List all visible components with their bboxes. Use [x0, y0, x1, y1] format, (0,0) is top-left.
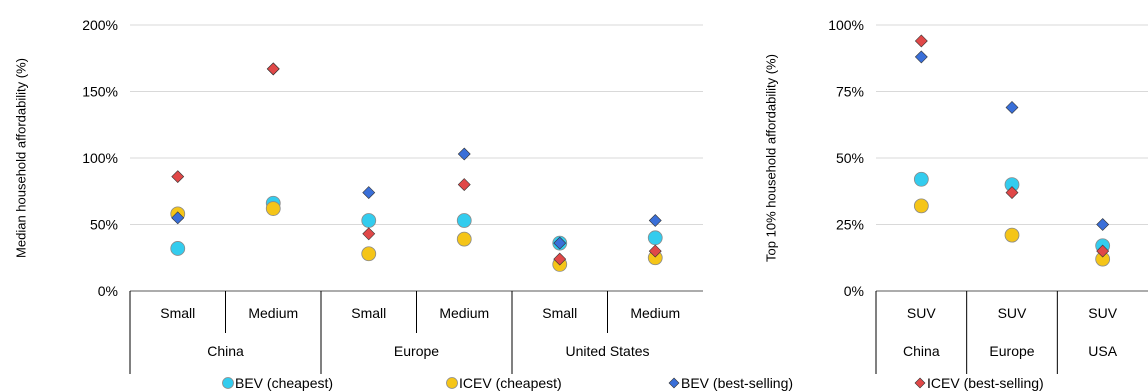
y-tick-label: 0% — [98, 283, 118, 299]
data-point-bev-best-selling — [1005, 101, 1019, 114]
y-tick-label: 100% — [828, 17, 864, 33]
category-label: Small — [542, 305, 577, 321]
data-point-icev-best-selling — [914, 34, 928, 48]
data-point-bev-cheapest — [913, 171, 929, 187]
data-point-icev-cheapest — [361, 246, 377, 262]
y-axis-label: Top 10% household affordability (%) — [763, 54, 778, 262]
category-label: SUV — [1088, 305, 1117, 321]
category-label: Medium — [439, 305, 489, 321]
data-point-icev-cheapest — [1004, 227, 1020, 243]
data-point-icev-best-selling — [553, 252, 567, 266]
data-point-bev-best-selling — [171, 211, 185, 225]
data-point-icev-best-selling — [1005, 186, 1019, 200]
legend-marker — [914, 377, 926, 389]
data-point-icev-best-selling — [457, 178, 471, 192]
category-label: Medium — [248, 305, 298, 321]
top10-affordability-chart: Top 10% household affordability (%) 0% 25%… — [763, 17, 1148, 374]
category-label: Small — [160, 305, 195, 321]
group-label: United States — [565, 343, 649, 359]
data-point-icev-cheapest — [456, 231, 472, 247]
data-point-bev-cheapest — [170, 241, 186, 256]
group-label: USA — [1088, 343, 1117, 359]
legend-label: ICEV (best-selling) — [927, 375, 1044, 391]
y-tick-label: 50% — [836, 150, 864, 166]
data-point-icev-best-selling — [266, 62, 280, 76]
data-point-icev-best-selling — [648, 244, 662, 258]
data-point-icev-best-selling — [171, 170, 185, 184]
legend-label: ICEV (cheapest) — [459, 375, 562, 391]
data-point-bev-best-selling — [914, 50, 928, 64]
data-point-icev-best-selling — [1096, 244, 1110, 258]
group-label: China — [207, 343, 244, 359]
y-axis-label: Median household affordability (%) — [13, 58, 28, 258]
legend: BEV (cheapest) ICEV (cheapest) BEV (best-s… — [222, 375, 1044, 391]
y-tick-label: 100% — [82, 150, 118, 166]
y-tick-label: 50% — [90, 217, 118, 233]
data-point-bev-cheapest — [361, 213, 377, 228]
legend-marker — [222, 377, 234, 389]
data-point-bev-best-selling — [457, 147, 471, 161]
legend-marker — [446, 377, 458, 389]
y-tick-label: 0% — [844, 283, 864, 299]
data-point-bev-best-selling — [553, 236, 567, 250]
data-point-bev-cheapest — [647, 230, 663, 246]
data-point-icev-cheapest — [913, 198, 929, 214]
group-label: China — [903, 343, 940, 359]
data-point-bev-best-selling — [648, 214, 662, 227]
y-tick-label: 75% — [836, 84, 864, 100]
category-label: SUV — [907, 305, 936, 321]
data-point-bev-best-selling — [1096, 218, 1110, 231]
data-point-icev-cheapest — [265, 201, 281, 216]
group-label: Europe — [394, 343, 439, 359]
category-label: Small — [351, 305, 386, 321]
data-point-bev-best-selling — [362, 186, 376, 200]
category-label: Medium — [630, 305, 680, 321]
data-point-bev-cheapest — [456, 213, 472, 228]
legend-marker — [668, 377, 680, 389]
y-tick-label: 25% — [836, 217, 864, 233]
y-tick-label: 200% — [82, 17, 118, 33]
y-tick-label: 150% — [82, 84, 118, 100]
legend-label: BEV (cheapest) — [235, 375, 333, 391]
legend-label: BEV (best-selling) — [681, 375, 793, 391]
median-affordability-chart: Median household affordability (%) 0% 50% 1… — [13, 17, 703, 374]
category-label: SUV — [998, 305, 1027, 321]
data-point-icev-best-selling — [362, 227, 376, 241]
group-label: Europe — [989, 343, 1034, 359]
